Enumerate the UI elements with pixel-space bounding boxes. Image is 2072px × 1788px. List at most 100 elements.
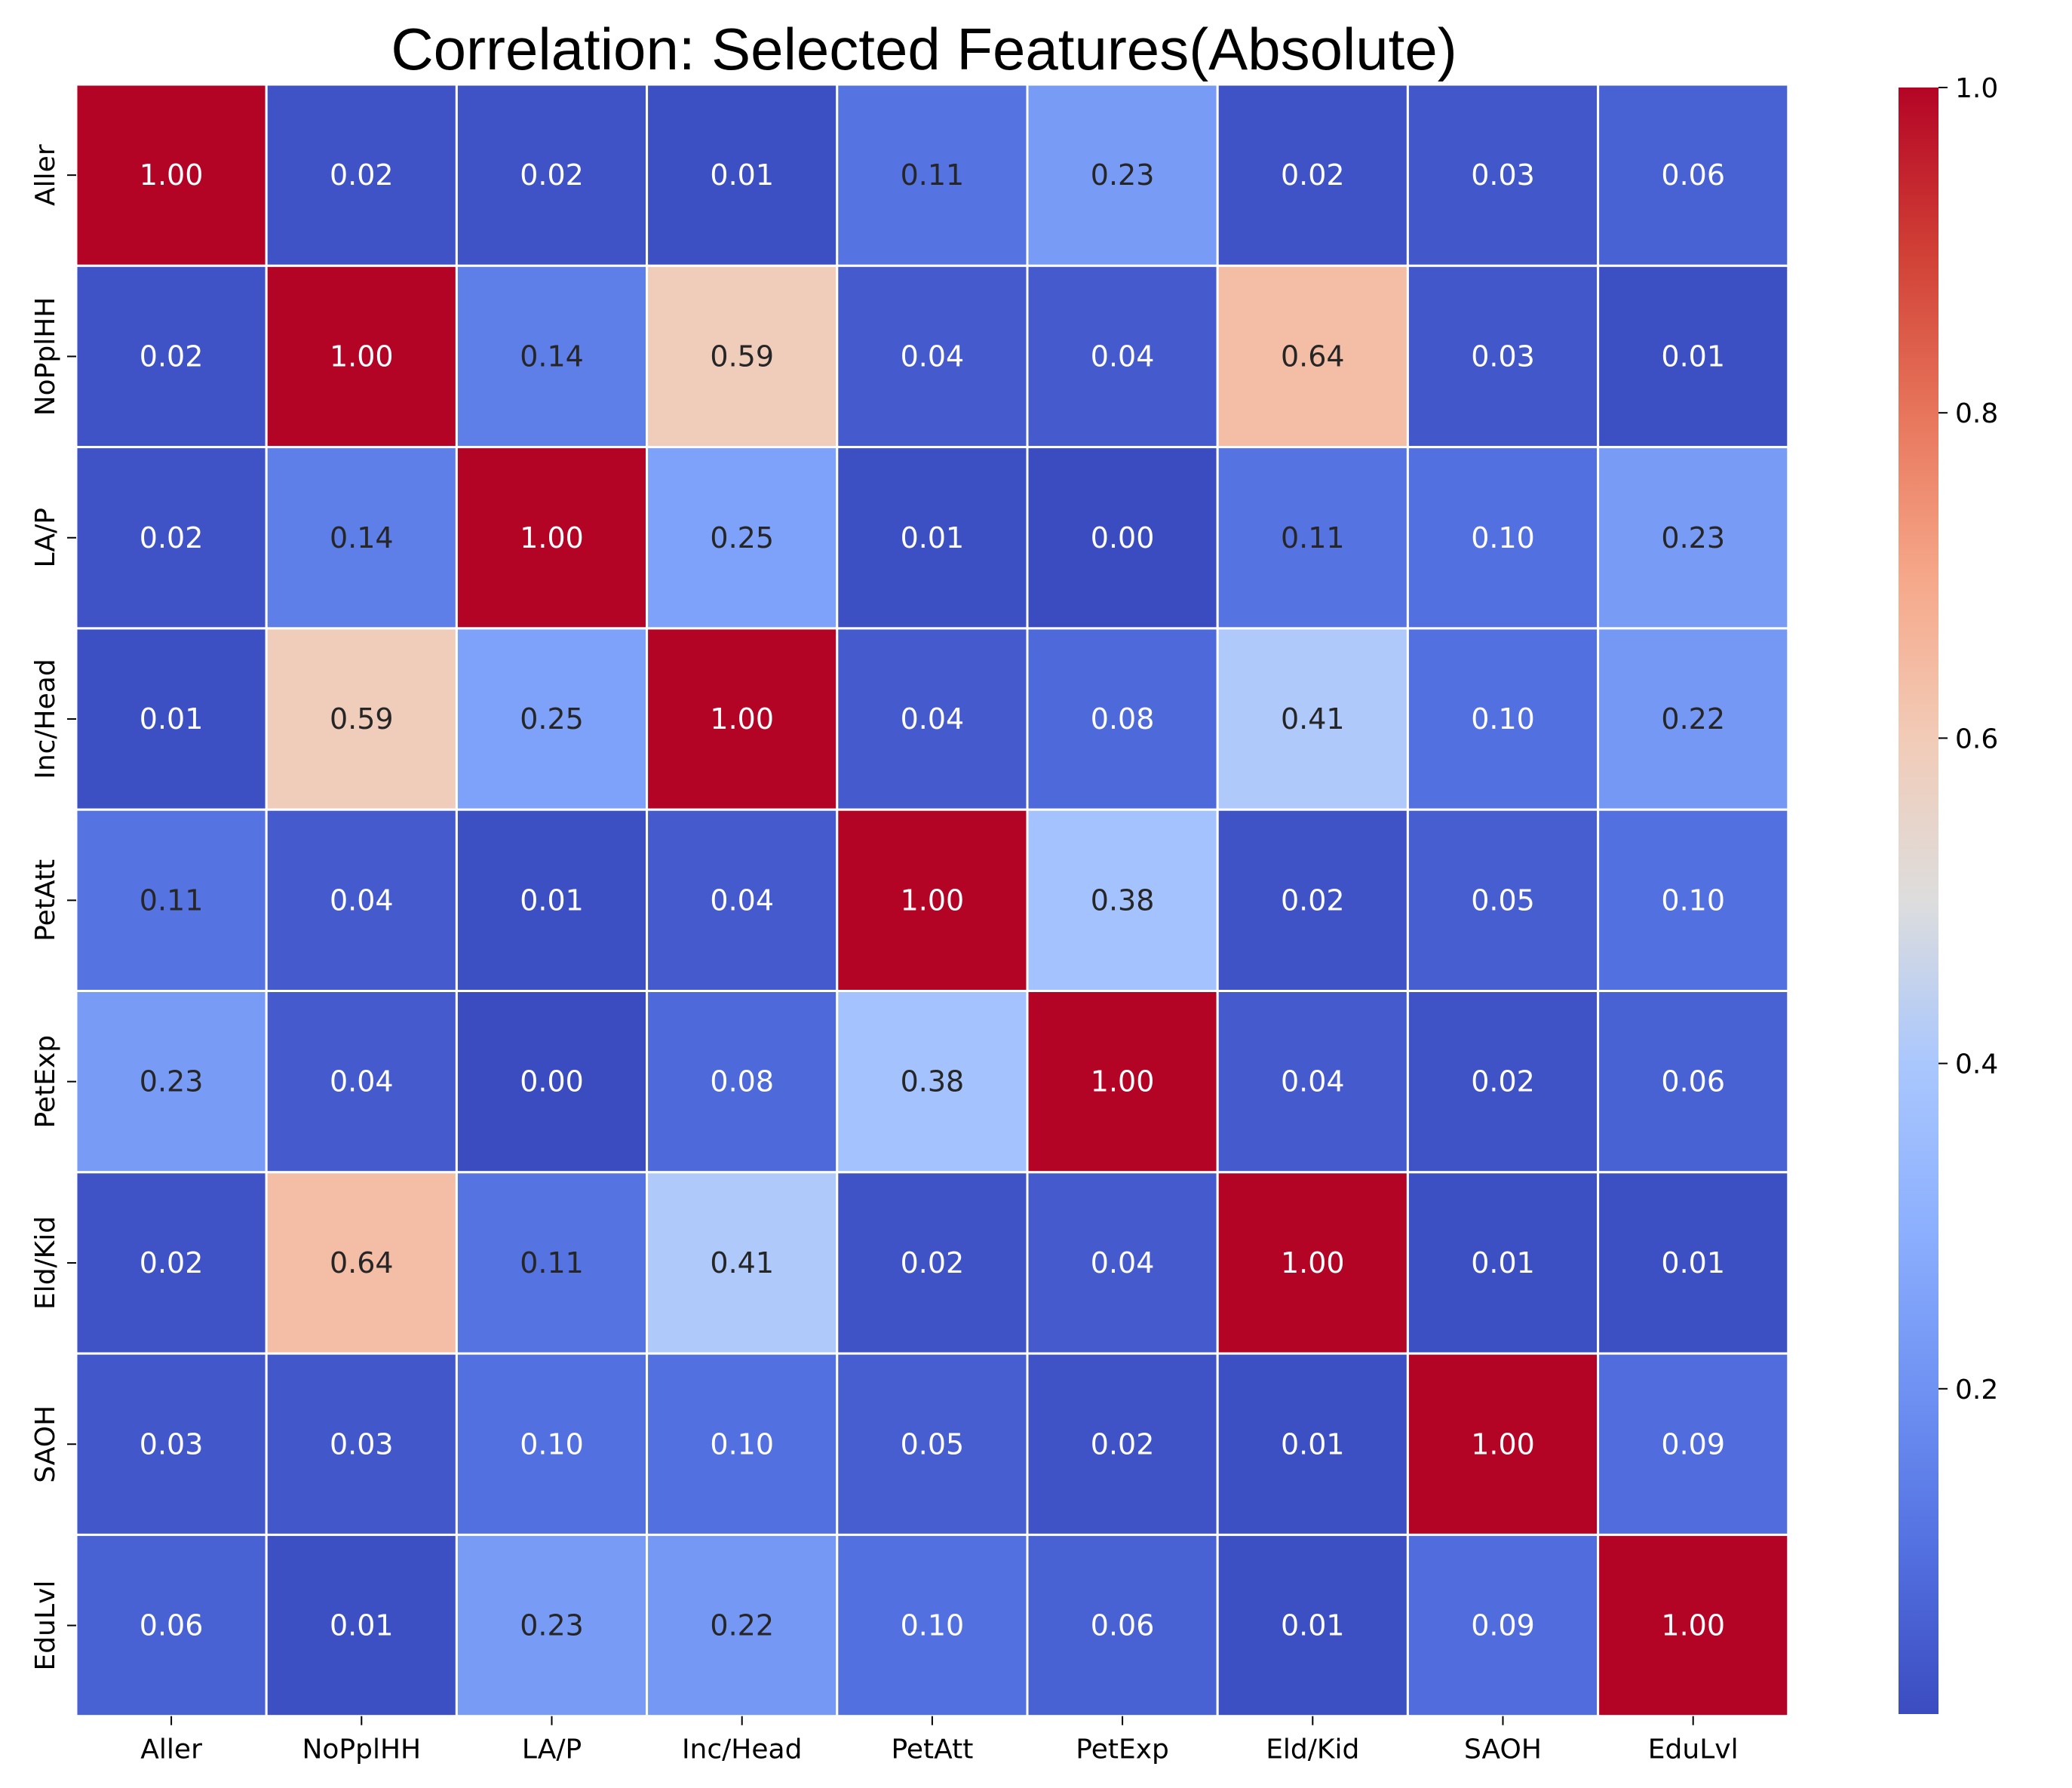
cell-value-label: 0.25 bbox=[710, 521, 774, 555]
heatmap-cell bbox=[1216, 446, 1409, 630]
x-axis-tick-labels: Aller NoPplHH LA/P Inc/Head PetAtt PetExp Eld/… bbox=[140, 1716, 1739, 1765]
cell-value-label: 0.03 bbox=[1471, 339, 1535, 373]
cell-value-label: 0.01 bbox=[1281, 1609, 1345, 1642]
heatmap-cells: 1.00 0.02 0.02 0.01 0.11 0.23 0.02 0.03 0.06 0.02… bbox=[75, 83, 1790, 1718]
heatmap-cell bbox=[265, 627, 458, 811]
cell-value-label: 1.00 bbox=[901, 883, 965, 917]
cell-value-label: 0.10 bbox=[710, 1427, 774, 1461]
cell-value-label: 0.01 bbox=[1471, 1246, 1535, 1280]
heatmap-cell bbox=[836, 990, 1029, 1174]
cell-value-label: 0.23 bbox=[1661, 521, 1725, 555]
heatmap-cell bbox=[455, 446, 649, 630]
heatmap-cell bbox=[1597, 264, 1790, 449]
cell-value-label: 0.23 bbox=[140, 1065, 204, 1098]
x-tick-label: Aller bbox=[140, 1734, 202, 1765]
heatmap-cell bbox=[836, 446, 1029, 630]
heatmap-cell bbox=[1026, 83, 1219, 267]
heatmap-cell bbox=[646, 1533, 839, 1718]
cell-value-label: 0.22 bbox=[1661, 702, 1725, 736]
colorbar: 0.2 0.4 0.6 0.8 1.0 bbox=[1899, 73, 1998, 1714]
cell-value-label: 0.00 bbox=[520, 1065, 584, 1098]
colorbar-tick-label: 0.6 bbox=[1955, 723, 1998, 754]
cell-value-label: 0.05 bbox=[1471, 883, 1535, 917]
heatmap-cell bbox=[1597, 627, 1790, 811]
heatmap-cell bbox=[1026, 808, 1219, 992]
cell-value-label: 0.03 bbox=[140, 1427, 204, 1461]
heatmap-cell bbox=[455, 264, 649, 449]
cell-value-label: 0.11 bbox=[140, 883, 204, 917]
cell-value-label: 1.00 bbox=[1471, 1427, 1535, 1461]
cell-value-label: 0.59 bbox=[330, 702, 394, 736]
cell-value-label: 0.06 bbox=[1661, 158, 1725, 192]
colorbar-tick-label: 0.4 bbox=[1955, 1049, 1998, 1080]
cell-value-label: 1.00 bbox=[330, 339, 394, 373]
cell-value-label: 0.03 bbox=[330, 1427, 394, 1461]
cell-value-label: 1.00 bbox=[140, 158, 204, 192]
cell-value-label: 0.04 bbox=[330, 883, 394, 917]
cell-value-label: 0.03 bbox=[1471, 158, 1535, 192]
heatmap-cell bbox=[75, 264, 268, 449]
heatmap-cell bbox=[265, 990, 458, 1174]
heatmap-cell bbox=[75, 808, 268, 992]
cell-value-label: 1.00 bbox=[1661, 1609, 1725, 1642]
cell-value-label: 0.11 bbox=[901, 158, 965, 192]
heatmap-cell bbox=[1026, 1352, 1219, 1536]
cell-value-label: 1.00 bbox=[710, 702, 774, 736]
cell-value-label: 0.06 bbox=[1091, 1609, 1155, 1642]
cell-value-label: 0.14 bbox=[520, 339, 584, 373]
heatmap-cell bbox=[646, 1352, 839, 1536]
y-tick-label: PetExp bbox=[30, 1035, 61, 1129]
y-axis-tick-labels: Aller NoPplHH LA/P Inc/Head PetAtt PetExp Eld/… bbox=[30, 144, 76, 1670]
cell-value-label: 0.11 bbox=[1281, 521, 1345, 555]
cell-value-label: 1.00 bbox=[1281, 1246, 1345, 1280]
colorbar-gradient bbox=[1899, 88, 1938, 1714]
cell-value-label: 0.01 bbox=[520, 883, 584, 917]
cell-value-label: 0.00 bbox=[1091, 521, 1155, 555]
cell-value-label: 0.01 bbox=[1661, 1246, 1725, 1280]
heatmap-cell bbox=[1406, 83, 1600, 267]
heatmap-cell bbox=[836, 264, 1029, 449]
cell-value-label: 0.04 bbox=[330, 1065, 394, 1098]
cell-value-label: 0.10 bbox=[1471, 521, 1535, 555]
heatmap-cell bbox=[1597, 1533, 1790, 1718]
heatmap-cell bbox=[265, 446, 458, 630]
heatmap-cell bbox=[646, 446, 839, 630]
heatmap-cell bbox=[1406, 627, 1600, 811]
cell-value-label: 0.02 bbox=[520, 158, 584, 192]
cell-value-label: 0.04 bbox=[710, 883, 774, 917]
heatmap-cell bbox=[455, 83, 649, 267]
heatmap-cell bbox=[455, 1533, 649, 1718]
heatmap-cell bbox=[646, 990, 839, 1174]
cell-value-label: 0.06 bbox=[140, 1609, 204, 1642]
heatmap-cell bbox=[836, 1352, 1029, 1536]
cell-value-label: 0.10 bbox=[1661, 883, 1725, 917]
heatmap-cell bbox=[1026, 990, 1219, 1174]
x-tick-label: SAOH bbox=[1464, 1734, 1542, 1765]
heatmap-cell bbox=[75, 1352, 268, 1536]
heatmap-cell bbox=[1406, 990, 1600, 1174]
x-tick-label: NoPplHH bbox=[302, 1734, 421, 1765]
cell-value-label: 1.00 bbox=[1091, 1065, 1155, 1098]
cell-value-label: 0.59 bbox=[710, 339, 774, 373]
cell-value-label: 0.11 bbox=[520, 1246, 584, 1280]
x-tick-label: PetExp bbox=[1076, 1734, 1169, 1765]
heatmap-cell bbox=[646, 808, 839, 992]
cell-value-label: 0.08 bbox=[1091, 702, 1155, 736]
y-tick-label: LA/P bbox=[30, 508, 61, 567]
heatmap-cell bbox=[1216, 808, 1409, 992]
heatmap-cell bbox=[455, 808, 649, 992]
heatmap-cell bbox=[1406, 264, 1600, 449]
colorbar-tick-label: 0.8 bbox=[1955, 398, 1998, 429]
y-tick-label: EduLvl bbox=[30, 1581, 61, 1671]
heatmap-cell bbox=[646, 264, 839, 449]
heatmap-cell bbox=[1216, 1533, 1409, 1718]
y-tick-label: SAOH bbox=[30, 1406, 61, 1483]
cell-value-label: 0.23 bbox=[520, 1609, 584, 1642]
heatmap-cell bbox=[75, 1171, 268, 1355]
heatmap-cell bbox=[455, 1352, 649, 1536]
cell-value-label: 0.01 bbox=[901, 521, 965, 555]
heatmap-cell bbox=[75, 446, 268, 630]
cell-value-label: 0.10 bbox=[901, 1609, 965, 1642]
heatmap-cell bbox=[75, 83, 268, 267]
cell-value-label: 0.04 bbox=[901, 702, 965, 736]
